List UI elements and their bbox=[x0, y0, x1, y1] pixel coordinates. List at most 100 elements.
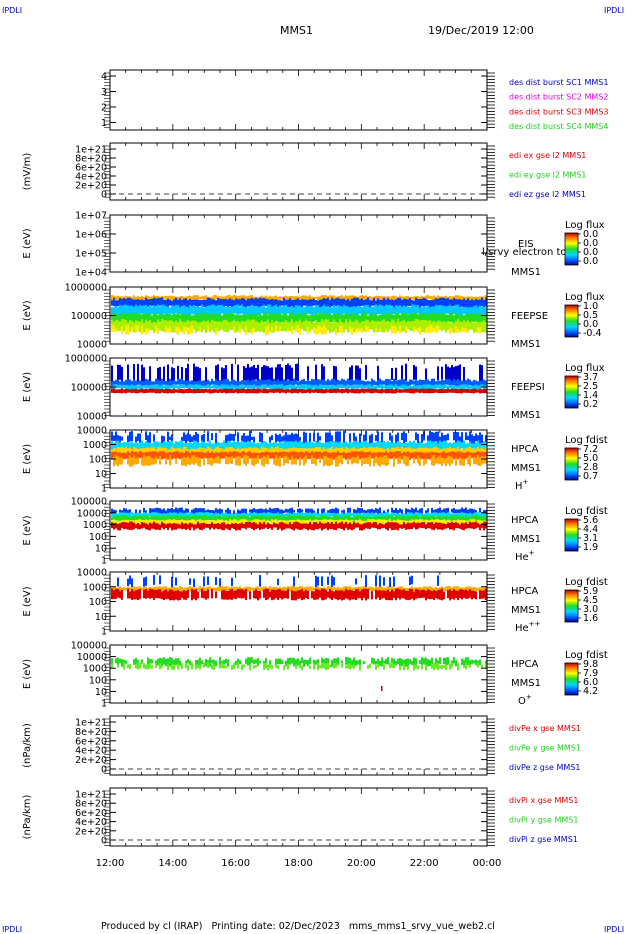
colorbar-tick: 1.0 bbox=[583, 301, 598, 312]
colorbar-tick: 5.6 bbox=[583, 515, 598, 526]
panel-frame bbox=[109, 142, 488, 201]
panel-feepse: 1000000 100000 10000 E (eV) FEEPSE MMS1 Log fl… bbox=[22, 283, 605, 351]
y-tick-label: 100000 bbox=[71, 497, 107, 508]
y-axis-label: E (eV) bbox=[22, 515, 33, 545]
colorbar bbox=[564, 518, 579, 552]
datetime-title: 19/Dec/2019 12:00 bbox=[428, 24, 534, 37]
y-axis-label: E (eV) bbox=[22, 586, 33, 616]
spacecraft-label: MMS1 bbox=[511, 605, 541, 616]
species-label: O+ bbox=[518, 693, 532, 707]
legend-entry: des dist burst SC2 MMS2 bbox=[509, 93, 608, 102]
y-tick-label: 2e+20 bbox=[75, 826, 107, 837]
y-tick-label: 8e+20 bbox=[75, 799, 107, 810]
x-tick-label: 18:00 bbox=[284, 858, 313, 869]
y-tick-label: 0 bbox=[101, 765, 107, 776]
colorbar-tick: 3.7 bbox=[583, 372, 598, 383]
legend-entry: edi ey gse l2 MMS1 bbox=[509, 171, 587, 180]
y-tick-label: 100000 bbox=[71, 641, 107, 652]
panel-frame bbox=[109, 69, 488, 131]
corner-label-top-right: IPDLI bbox=[604, 6, 624, 15]
instrument-label: FEEPSE bbox=[511, 311, 548, 322]
legend-entry: edi ex gse l2 MMS1 bbox=[509, 151, 586, 160]
y-tick-label: 2 bbox=[101, 103, 107, 114]
y-tick-label: 4e+20 bbox=[75, 172, 107, 183]
y-axis-label: E (eV) bbox=[22, 372, 33, 402]
y-tick-label: 100 bbox=[89, 532, 107, 543]
legend-entry: divPe z gse MMS1 bbox=[509, 763, 580, 772]
y-tick-label: 2e+20 bbox=[75, 755, 107, 766]
y-axis-label: (nPa/km) bbox=[22, 723, 33, 768]
y-tick-label: 10000 bbox=[77, 652, 107, 663]
y-tick-label: 10 bbox=[95, 469, 107, 480]
instrument-label: HPCA bbox=[511, 586, 539, 597]
colorbar bbox=[564, 375, 579, 409]
instrument-label: EIS bbox=[518, 239, 534, 250]
y-tick-label: 6e+20 bbox=[75, 808, 107, 819]
x-tick-label: 22:00 bbox=[410, 858, 439, 869]
panel-frame bbox=[109, 715, 488, 776]
colorbar-tick: 0.0 bbox=[583, 319, 598, 330]
colorbar-tick: 3.1 bbox=[583, 533, 598, 544]
panel-frame bbox=[109, 571, 488, 632]
x-tick-label: 16:00 bbox=[221, 858, 250, 869]
y-tick-label: 0 bbox=[101, 836, 107, 847]
colorbar-tick: 5.9 bbox=[583, 586, 598, 597]
y-axis-label: (mV/m) bbox=[22, 153, 33, 191]
y-tick-label: 1e+21 bbox=[75, 790, 107, 801]
spacecraft-label: MMS1 bbox=[511, 410, 541, 421]
y-tick-label: 8e+20 bbox=[75, 154, 107, 165]
y-tick-label: 1000000 bbox=[65, 283, 107, 294]
y-axis-label: (nPa/km) bbox=[22, 795, 33, 840]
y-tick-label: 1000000 bbox=[65, 354, 107, 365]
spacecraft-label: MMS1 bbox=[511, 534, 541, 545]
colorbar-tick: 0.7 bbox=[583, 471, 598, 482]
panel-eis: 1e+07 1e+06 1e+05 1e+04 E (eV) EIS MMS1 l/srvy … bbox=[22, 211, 605, 279]
colorbar-tick: 9.8 bbox=[583, 659, 598, 670]
colorbar-title: Log flux bbox=[565, 220, 605, 231]
spacecraft-label: MMS1 bbox=[511, 339, 541, 350]
legend-entry: divPe y gse MMS1 bbox=[509, 744, 581, 753]
y-tick-label: 10000 bbox=[77, 508, 107, 519]
y-tick-label: 100000 bbox=[71, 383, 107, 394]
y-tick-label: 1 bbox=[101, 699, 107, 710]
colorbar bbox=[564, 447, 579, 481]
y-tick-label: 1 bbox=[101, 484, 107, 495]
y-tick-label: 10 bbox=[95, 544, 107, 555]
colorbar-tick: 0.0 bbox=[583, 247, 598, 258]
y-tick-label: 6e+20 bbox=[75, 736, 107, 747]
y-tick-label: 3 bbox=[101, 87, 107, 98]
panel-frame bbox=[109, 787, 488, 847]
y-tick-label: 8e+20 bbox=[75, 727, 107, 738]
legend-entry: divPi y gse MMS1 bbox=[509, 816, 578, 825]
footer-credits: Produced by cl (IRAP) Printing date: 02/… bbox=[101, 921, 495, 932]
colorbar-tick: 0.0 bbox=[583, 229, 598, 240]
y-tick-label: 100 bbox=[89, 455, 107, 466]
y-tick-label: 100 bbox=[89, 675, 107, 686]
colorbar-tick: 6.0 bbox=[583, 677, 598, 688]
colorbar-tick: 3.0 bbox=[583, 604, 598, 615]
y-tick-label: 4 bbox=[101, 72, 107, 83]
x-tick-label: 12:00 bbox=[96, 858, 125, 869]
colorbar-tick: 0.2 bbox=[583, 399, 598, 410]
species-label: He+ bbox=[515, 549, 535, 563]
panel-hpca_h: 10000 1000 100 10 1 E (eV) HPCA MMS1 H+ Log fdist… bbox=[22, 426, 608, 495]
colorbar-tick: 4.5 bbox=[583, 595, 598, 606]
y-tick-label: 2e+20 bbox=[75, 181, 107, 192]
y-tick-label: 1e+21 bbox=[75, 718, 107, 729]
legend-entry: edi ez gse l2 MMS1 bbox=[509, 190, 586, 199]
legend-entry: divPi z gse MMS1 bbox=[509, 835, 578, 844]
y-tick-label: 100 bbox=[89, 597, 107, 608]
colorbar-tick: 1.4 bbox=[583, 390, 598, 401]
colorbar bbox=[564, 662, 579, 696]
colorbar-title: Log flux bbox=[565, 363, 605, 374]
y-tick-label: 4e+20 bbox=[75, 746, 107, 757]
y-tick-label: 0 bbox=[101, 190, 107, 201]
colorbar-title: Log fdist bbox=[565, 506, 608, 517]
instrument-label: HPCA bbox=[511, 659, 539, 670]
colorbar-title: Log fdist bbox=[565, 577, 608, 588]
y-axis-label: E (eV) bbox=[22, 300, 33, 330]
